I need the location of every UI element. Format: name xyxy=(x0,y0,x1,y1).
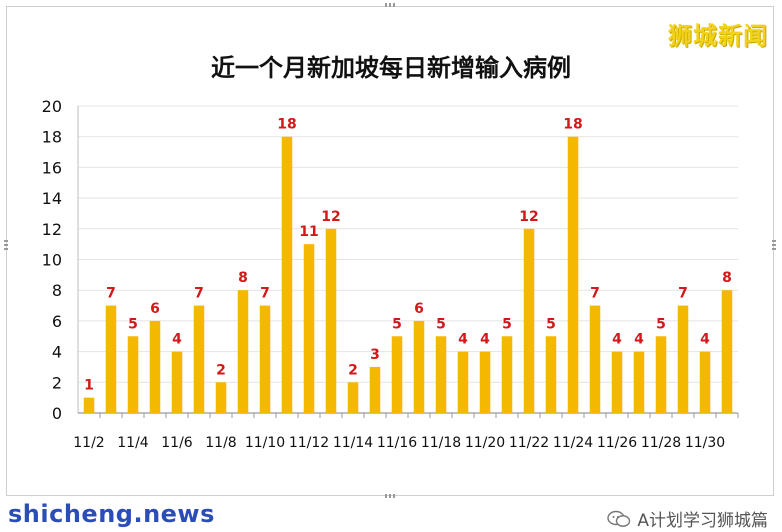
bar xyxy=(281,136,293,413)
x-tick-label: 11/2 xyxy=(73,435,104,451)
x-tick-label: 11/30 xyxy=(685,435,725,451)
data-label: 5 xyxy=(392,316,402,332)
bar xyxy=(369,366,381,413)
x-tick-label: 11/14 xyxy=(333,435,373,451)
footer-site-watermark: shicheng.news xyxy=(8,500,215,528)
bar xyxy=(655,336,667,413)
y-tick-label: 4 xyxy=(52,343,62,362)
y-tick-label: 2 xyxy=(52,373,62,392)
y-tick-label: 0 xyxy=(52,404,62,423)
y-tick-label: 18 xyxy=(42,128,62,147)
data-label: 8 xyxy=(722,270,732,286)
bar xyxy=(479,351,491,413)
bar xyxy=(435,336,447,413)
x-tick-label: 11/24 xyxy=(553,435,593,451)
y-tick-label: 14 xyxy=(42,189,62,208)
bar xyxy=(303,244,315,413)
x-tick-label: 11/16 xyxy=(377,435,417,451)
data-label: 12 xyxy=(321,209,340,225)
y-tick-label: 10 xyxy=(42,251,62,270)
data-label: 6 xyxy=(414,301,424,317)
resize-handle-right[interactable] xyxy=(772,240,776,252)
bar xyxy=(457,351,469,413)
resize-handle-top[interactable] xyxy=(385,3,397,7)
data-label: 4 xyxy=(172,332,182,348)
bar xyxy=(171,351,183,413)
data-label: 7 xyxy=(590,286,600,302)
x-tick-label: 11/12 xyxy=(289,435,329,451)
resize-handle-left[interactable] xyxy=(4,240,8,252)
y-tick-label: 8 xyxy=(52,281,62,300)
bar xyxy=(611,351,623,413)
brand-watermark: 狮城新闻 xyxy=(668,22,768,50)
footer-account-name: A计划学习狮城篇 xyxy=(637,511,768,531)
data-label: 7 xyxy=(194,286,204,302)
footer: shicheng.news A计划学习狮城篇 xyxy=(0,498,782,532)
bar xyxy=(215,382,227,413)
bar-chart: 02468101214161820111/27511/46411/67211/8… xyxy=(42,97,739,451)
bar xyxy=(589,305,601,413)
x-tick-label: 11/22 xyxy=(509,435,549,451)
data-label: 5 xyxy=(546,316,556,332)
bar xyxy=(259,305,271,413)
x-tick-label: 11/8 xyxy=(205,435,236,451)
bar xyxy=(721,290,733,413)
chart-title: 近一个月新加坡每日新增输入病例 xyxy=(211,54,571,82)
data-label: 7 xyxy=(106,286,116,302)
resize-handle-bottom[interactable] xyxy=(385,494,397,498)
bar xyxy=(325,228,337,413)
data-label: 11 xyxy=(299,224,318,240)
bar xyxy=(523,228,535,413)
bar xyxy=(413,320,425,413)
x-tick-label: 11/4 xyxy=(117,435,149,451)
bar xyxy=(391,336,403,413)
wechat-icon xyxy=(607,510,631,527)
data-label: 3 xyxy=(370,347,380,363)
x-tick-label: 11/10 xyxy=(245,435,285,451)
data-label: 4 xyxy=(700,332,710,348)
footer-account: A计划学习狮城篇 xyxy=(607,506,768,531)
chart-frame xyxy=(6,6,774,496)
x-tick-label: 11/18 xyxy=(421,435,461,451)
data-label: 1 xyxy=(84,378,94,394)
bar xyxy=(127,336,139,413)
bar xyxy=(149,320,161,413)
x-tick-label: 11/20 xyxy=(465,435,505,451)
bar xyxy=(633,351,645,413)
bar xyxy=(699,351,711,413)
bar xyxy=(347,382,359,413)
y-tick-label: 12 xyxy=(42,220,62,239)
bar xyxy=(567,136,579,413)
x-tick-label: 11/26 xyxy=(597,435,637,451)
data-label: 4 xyxy=(612,332,622,348)
y-tick-label: 16 xyxy=(42,158,62,177)
bar xyxy=(193,305,205,413)
data-label: 2 xyxy=(216,362,226,378)
y-tick-label: 6 xyxy=(52,312,62,331)
data-label: 4 xyxy=(480,332,490,348)
bar xyxy=(545,336,557,413)
data-label: 4 xyxy=(634,332,644,348)
data-label: 5 xyxy=(656,316,666,332)
bar xyxy=(237,290,249,413)
data-label: 5 xyxy=(436,316,446,332)
data-label: 8 xyxy=(238,270,248,286)
x-tick-label: 11/28 xyxy=(641,435,681,451)
data-label: 12 xyxy=(519,209,538,225)
data-label: 18 xyxy=(563,117,582,133)
bar xyxy=(83,397,95,413)
data-label: 4 xyxy=(458,332,468,348)
bar xyxy=(105,305,117,413)
y-tick-label: 20 xyxy=(42,97,62,116)
bar xyxy=(501,336,513,413)
bar xyxy=(677,305,689,413)
data-label: 18 xyxy=(277,117,296,133)
x-tick-label: 11/6 xyxy=(161,435,193,451)
data-label: 6 xyxy=(150,301,160,317)
data-label: 7 xyxy=(678,286,688,302)
data-label: 5 xyxy=(128,316,138,332)
data-label: 2 xyxy=(348,362,358,378)
data-label: 7 xyxy=(260,286,270,302)
data-label: 5 xyxy=(502,316,512,332)
